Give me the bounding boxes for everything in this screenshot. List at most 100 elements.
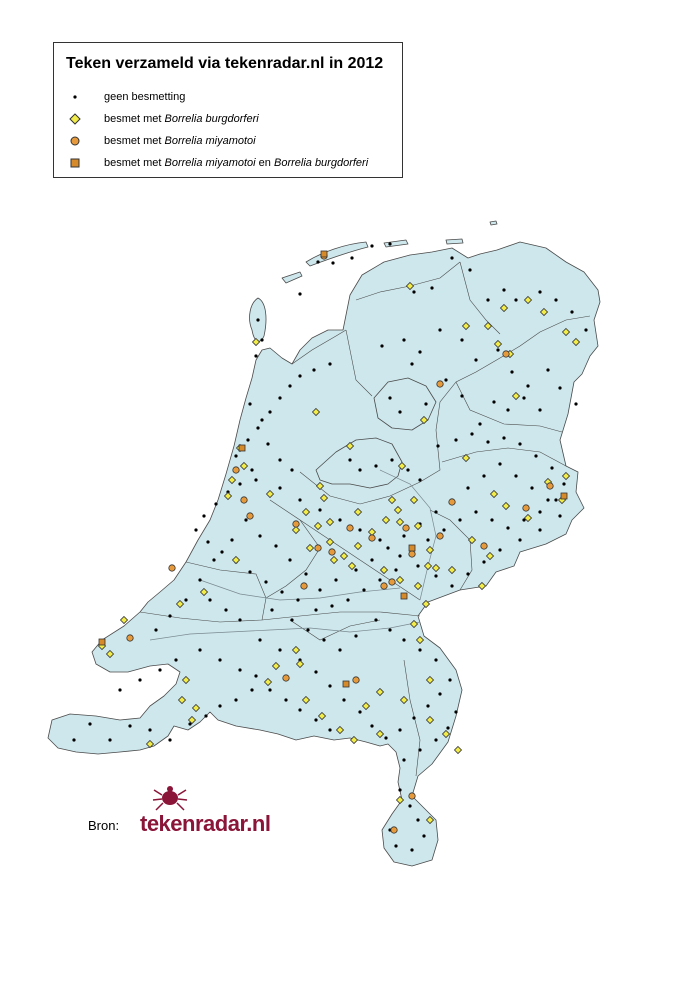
- no-infection-point: [384, 736, 388, 740]
- no-infection-point: [554, 498, 558, 502]
- no-infection-point: [258, 534, 262, 538]
- source-label: Bron:: [88, 818, 120, 833]
- burgdorferi-point: [375, 729, 385, 739]
- burgdorferi-point: [325, 537, 335, 547]
- burgdorferi-point: [227, 475, 237, 485]
- miyamotoi-point: [368, 534, 376, 542]
- miyamotoi-point: [546, 482, 554, 490]
- no-infection-point: [238, 482, 242, 486]
- burgdorferi-point: [393, 505, 403, 515]
- no-infection-point: [498, 462, 502, 466]
- no-infection-point: [198, 648, 202, 652]
- burgdorferi-point: [421, 599, 431, 609]
- burgdorferi-point: [361, 701, 371, 711]
- burgdorferi-point: [447, 565, 457, 575]
- miyamotoi-point: [246, 512, 254, 520]
- no-infection-point: [274, 544, 278, 548]
- no-infection-point: [546, 498, 550, 502]
- no-infection-point: [168, 614, 172, 618]
- no-infection-point: [246, 438, 250, 442]
- both-infections-point: [342, 680, 350, 688]
- no-infection-point: [518, 442, 522, 446]
- miyamotoi-point: [390, 826, 398, 834]
- burgdorferi-point: [419, 415, 429, 425]
- rivers: [149, 469, 437, 641]
- miyamotoi-point: [292, 520, 300, 528]
- no-infection-point: [230, 538, 234, 542]
- no-infection-point: [318, 588, 322, 592]
- burgdorferi-point: [477, 581, 487, 591]
- burgdorferi-point: [381, 515, 391, 525]
- miyamotoi-point: [300, 582, 308, 590]
- burgdorferi-point: [315, 481, 325, 491]
- burgdorferi-point: [511, 391, 521, 401]
- miyamotoi-point: [436, 380, 444, 388]
- no-infection-point: [398, 554, 402, 558]
- species-name: Borrelia miyamotoi: [164, 135, 256, 147]
- no-infection-point: [304, 572, 308, 576]
- no-infection-point: [280, 590, 284, 594]
- no-infection-point: [244, 518, 248, 522]
- tick-locations: [72, 242, 588, 852]
- burgdorferi-point: [571, 337, 581, 347]
- no-infection-point: [298, 708, 302, 712]
- no-infection-point: [466, 486, 470, 490]
- no-infection-point: [204, 714, 208, 718]
- burgdorferi-point: [305, 543, 315, 553]
- species-name: Borrelia burgdorferi: [273, 157, 369, 169]
- no-infection-point: [250, 468, 254, 472]
- no-infection-point: [434, 658, 438, 662]
- burgdorferi-point: [409, 619, 419, 629]
- island-schiermonnikoog: [445, 238, 464, 245]
- burgdorferi-point: [347, 561, 357, 571]
- no-infection-point: [466, 572, 470, 576]
- no-infection-point: [444, 378, 448, 382]
- burgdorferi-point: [409, 495, 419, 505]
- no-infection-point: [331, 261, 335, 265]
- dot-icon: [73, 95, 77, 99]
- burgdorferi-point: [251, 337, 261, 347]
- burgdorferi-point: [423, 561, 433, 571]
- no-infection-point: [314, 670, 318, 674]
- burgdorferi-point: [483, 321, 493, 331]
- no-infection-point: [398, 788, 402, 792]
- no-infection-point: [188, 722, 192, 726]
- miyamotoi-point: [328, 548, 336, 556]
- legend-item-no-infection: geen besmetting: [68, 89, 185, 105]
- no-infection-point: [260, 418, 264, 422]
- no-infection-point: [378, 538, 382, 542]
- no-infection-point: [314, 608, 318, 612]
- no-infection-point: [416, 818, 420, 822]
- legend-item-miyamotoi: besmet met Borrelia miyamotoi: [68, 133, 256, 149]
- burgdorferi-point: [485, 551, 495, 561]
- no-infection-point: [506, 526, 510, 530]
- no-infection-point: [490, 518, 494, 522]
- no-infection-point: [264, 580, 268, 584]
- no-infection-point: [290, 618, 294, 622]
- no-infection-point: [354, 568, 358, 572]
- no-infection-point: [386, 546, 390, 550]
- no-infection-point: [118, 688, 122, 692]
- burgdorferi-point: [425, 545, 435, 555]
- burgdorferi-point: [387, 495, 397, 505]
- burgdorferi-point: [301, 507, 311, 517]
- no-infection-point: [438, 692, 442, 696]
- miyamotoi-point: [480, 542, 488, 550]
- burgdorferi-point: [499, 303, 509, 313]
- burgdorferi-point: [181, 675, 191, 685]
- no-infection-point: [358, 468, 362, 472]
- no-infection-point: [538, 408, 542, 412]
- burgdorferi-point: [431, 563, 441, 573]
- no-infection-point: [208, 598, 212, 602]
- no-infection-point: [514, 298, 518, 302]
- burgdorferi-point: [415, 635, 425, 645]
- no-infection-point: [526, 384, 530, 388]
- no-infection-point: [248, 570, 252, 574]
- burgdorferi-point: [489, 489, 499, 499]
- no-infection-point: [482, 474, 486, 478]
- no-infection-point: [254, 354, 258, 358]
- burgdorferi-point: [177, 695, 187, 705]
- burgdorferi-point: [319, 493, 329, 503]
- no-infection-point: [434, 574, 438, 578]
- no-infection-point: [570, 310, 574, 314]
